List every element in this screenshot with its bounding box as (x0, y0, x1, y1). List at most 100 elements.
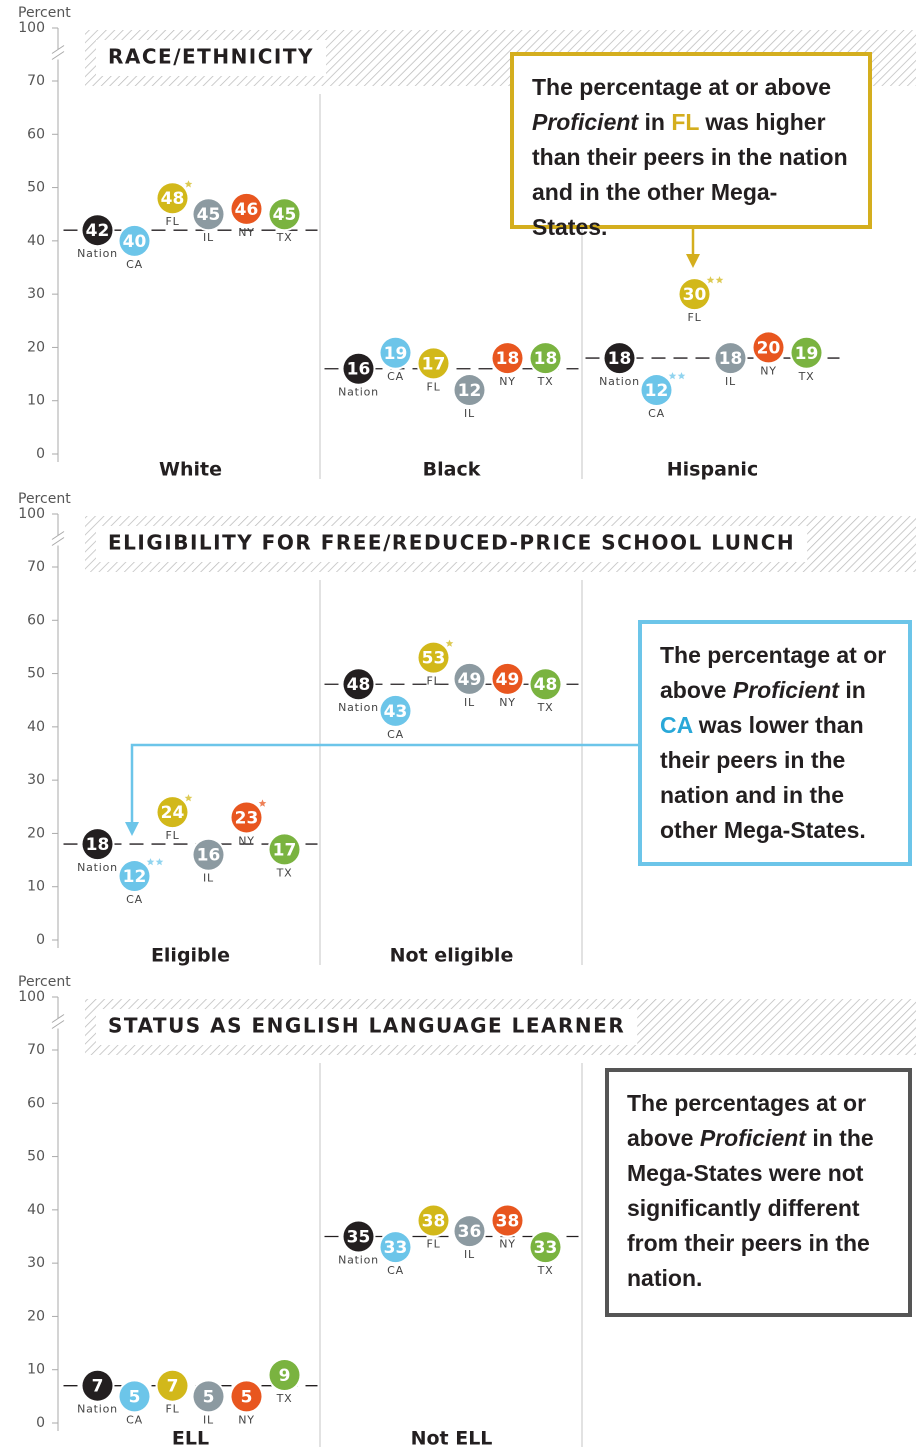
group-label: Not ELL (411, 1428, 493, 1447)
dot (454, 375, 485, 406)
data-label: 24 (161, 803, 185, 823)
series-label: IL (464, 1248, 475, 1261)
y-tick-label: 40 (27, 719, 45, 735)
dot (530, 1232, 561, 1263)
dot (343, 669, 374, 700)
dot (119, 861, 150, 892)
series-label: NY (499, 1238, 516, 1251)
series-label: IL (464, 407, 475, 420)
y-tick-label: 10 (27, 393, 45, 409)
section-title: STATUS AS ENGLISH LANGUAGE LEARNER (108, 1014, 625, 1038)
callout-text: The percentage at or above (532, 74, 832, 100)
dot (418, 348, 449, 379)
callout-text: was higher than their peers in the natio… (532, 109, 848, 240)
dot (119, 1381, 150, 1412)
y-tick-label: 100 (18, 989, 45, 1005)
dot (269, 199, 300, 230)
data-label: 53 (422, 649, 446, 669)
callout-text: CA (660, 712, 693, 738)
y-tick-label: 50 (27, 1149, 45, 1165)
group-label: Not eligible (390, 945, 514, 967)
dot (157, 797, 188, 828)
arrow (130, 743, 638, 825)
data-label: 48 (534, 675, 558, 695)
group-label: Eligible (151, 945, 230, 967)
y-tick-label: 10 (27, 879, 45, 895)
series-label: TX (537, 701, 554, 714)
data-label: 18 (86, 835, 110, 855)
callout-text: in the Mega-States were not significantl… (627, 1125, 874, 1291)
data-label: 49 (496, 670, 520, 690)
series-label: CA (387, 370, 404, 383)
data-label: 5 (203, 1387, 215, 1407)
series-label: NY (499, 375, 516, 388)
callout-text: in (638, 109, 672, 135)
series-label: TX (276, 231, 293, 244)
data-label: 42 (86, 221, 110, 241)
data-label: 18 (496, 349, 520, 369)
dot (231, 1381, 262, 1412)
dot (679, 279, 710, 310)
dot (418, 1205, 449, 1236)
series-label: Nation (338, 386, 379, 399)
series-label: Nation (77, 1403, 118, 1416)
dot (193, 839, 224, 870)
y-axis-label: Percent (18, 974, 71, 990)
dot (82, 829, 113, 860)
axis-break (52, 49, 64, 60)
series-label: FL (687, 311, 701, 324)
dot (418, 642, 449, 673)
group-label: Hispanic (667, 459, 758, 481)
series-label: FL (426, 380, 440, 393)
significance-star (706, 276, 715, 284)
dot (454, 1216, 485, 1247)
y-tick-label: 40 (27, 233, 45, 249)
axis-break (52, 535, 64, 546)
dot (157, 183, 188, 214)
data-label: 48 (161, 189, 185, 209)
data-label: 18 (534, 349, 558, 369)
series-label: NY (238, 1413, 255, 1426)
data-label: 5 (241, 1387, 253, 1407)
dot (343, 353, 374, 384)
callout-text: in (838, 677, 866, 703)
data-label: 5 (129, 1387, 141, 1407)
series-label: FL (426, 675, 440, 688)
series-label: CA (126, 258, 143, 271)
data-label: 48 (347, 675, 371, 695)
axis-break (51, 1014, 65, 1023)
data-label: 16 (347, 360, 371, 380)
callout-text: Proficient (732, 677, 839, 703)
y-tick-label: 100 (18, 20, 45, 36)
dot (82, 1370, 113, 1401)
data-label: 17 (422, 354, 446, 374)
dot (454, 663, 485, 694)
data-label: 46 (235, 200, 259, 220)
data-label: 18 (719, 349, 743, 369)
group-label: Black (423, 459, 481, 481)
y-tick-label: 30 (27, 772, 45, 788)
series-label: FL (165, 829, 179, 842)
data-label: 12 (458, 381, 482, 401)
dot (82, 215, 113, 246)
y-tick-label: 100 (18, 506, 45, 522)
y-tick-label: 70 (27, 1042, 45, 1058)
dot (492, 343, 523, 374)
callout: The percentage at or above Proficient in… (638, 620, 912, 866)
arrow-head (686, 254, 700, 268)
dot (119, 225, 150, 256)
callout: The percentage at or above Proficient in… (510, 52, 872, 240)
series-label: Nation (338, 1254, 379, 1267)
dot (380, 1232, 411, 1263)
y-tick-label: 60 (27, 126, 45, 142)
dot (269, 834, 300, 865)
series-label: Nation (77, 247, 118, 260)
y-tick-label: 70 (27, 73, 45, 89)
data-label: 12 (123, 867, 147, 887)
dot (380, 337, 411, 368)
significance-star (668, 372, 677, 380)
series-label: Nation (77, 861, 118, 874)
series-label: IL (464, 696, 475, 709)
data-label: 43 (384, 702, 408, 722)
section-title: ELIGIBILITY FOR FREE/REDUCED-PRICE SCHOO… (108, 531, 795, 555)
